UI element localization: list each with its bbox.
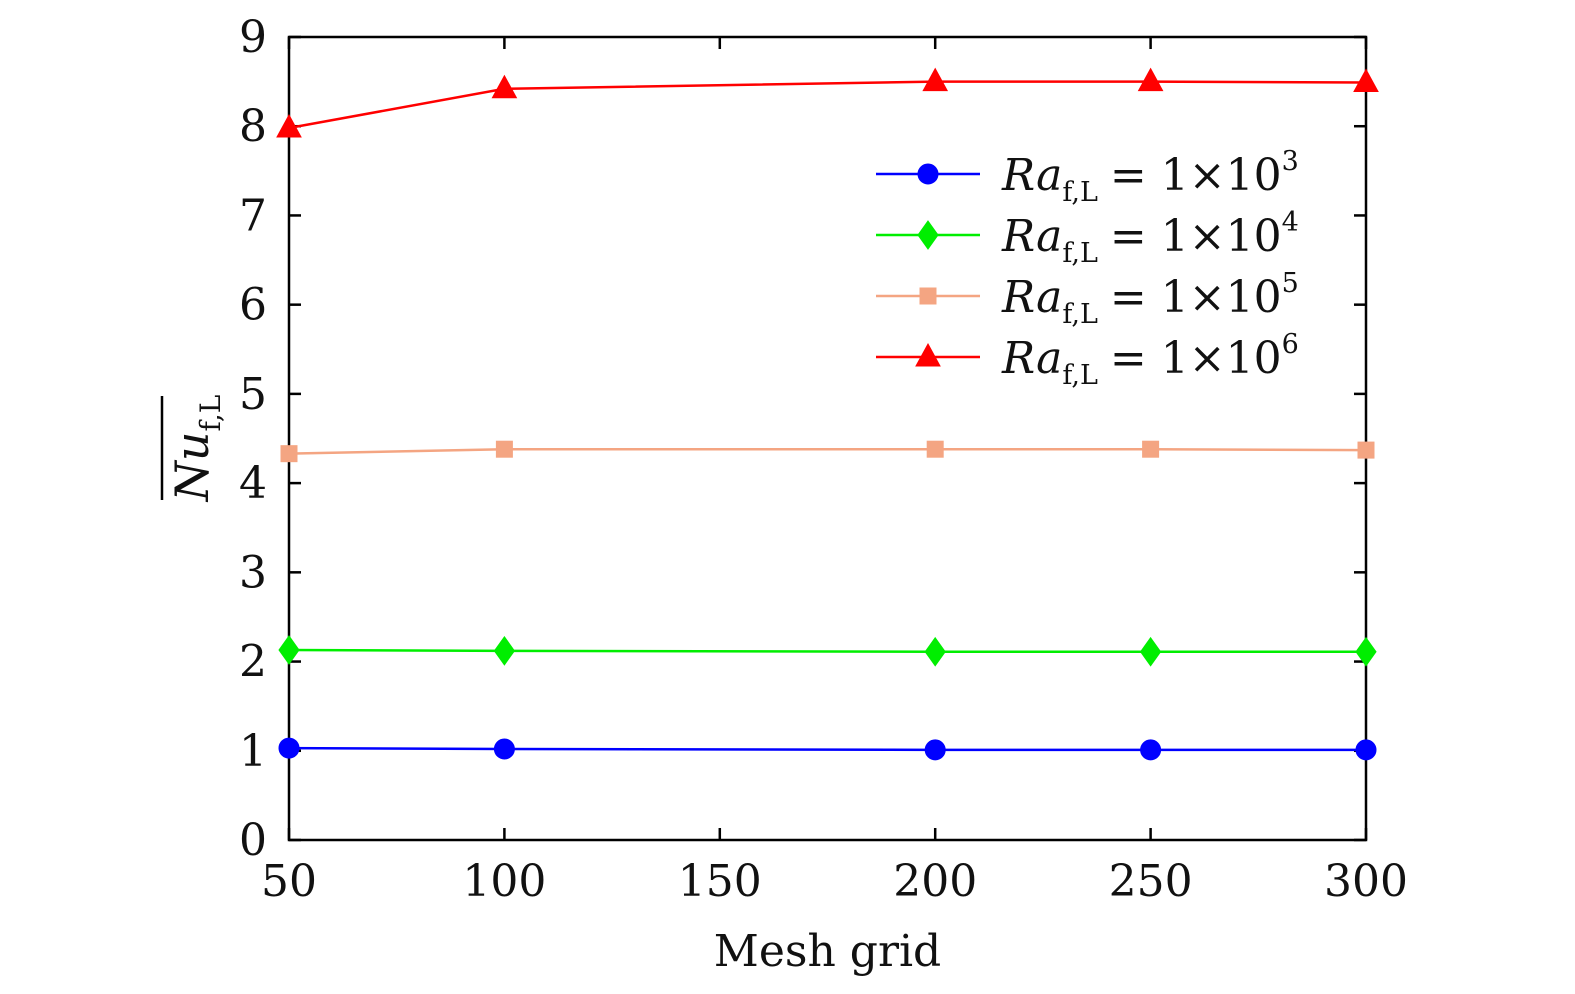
data-point-triangle [922, 67, 949, 92]
y-tick-label: 0 [239, 815, 267, 866]
y-tick-label: 6 [239, 280, 267, 331]
x-tick-label: 250 [1109, 856, 1193, 907]
y-tick-label: 9 [239, 12, 267, 63]
y-tick-label: 1 [239, 726, 267, 777]
data-point-circle [1140, 739, 1162, 761]
legend-label: Raf,L = 1×105 [1001, 268, 1299, 330]
series-1 [278, 737, 1377, 761]
data-point-circle [924, 739, 946, 761]
x-tick-label: 200 [893, 856, 977, 907]
data-point-circle [1355, 739, 1377, 761]
legend-label: Raf,L = 1×106 [1001, 329, 1299, 391]
data-point-diamond [493, 635, 516, 666]
legend-item-3: Raf,L = 1×105 [876, 268, 1299, 330]
data-point-triangle [1137, 67, 1164, 92]
y-tick-label: 5 [239, 369, 267, 420]
y-tick-label: 3 [239, 547, 267, 598]
data-point-circle [493, 738, 515, 760]
legend-item-2: Raf,L = 1×104 [876, 207, 1299, 269]
series-line [288, 648, 1366, 653]
x-tick-label: 300 [1324, 856, 1408, 907]
data-point-diamond [1355, 636, 1377, 667]
series-4 [276, 67, 1379, 138]
series-line [288, 447, 1367, 455]
data-point-square [1142, 440, 1160, 458]
x-tick-label: 150 [678, 856, 762, 907]
x-axis-label: Mesh grid [714, 926, 941, 977]
series-2 [278, 635, 1377, 667]
legend-label: Raf,L = 1×104 [1001, 207, 1299, 269]
data-point-diamond [924, 636, 946, 667]
x-tick-label: 100 [462, 856, 546, 907]
data-point-circle [278, 737, 300, 759]
y-axis-label: Nuf,L [160, 395, 227, 503]
data-point-diamond [1139, 636, 1162, 667]
x-tick-label: 50 [261, 856, 317, 907]
axes: 0 1 2 3 4 5 6 7 8 9 50 100 150 200 250 300 [239, 12, 1408, 907]
legend-marker-triangle [915, 342, 941, 367]
series-layer [276, 67, 1379, 761]
data-point-diamond [278, 635, 300, 665]
y-tick-label: 2 [239, 637, 267, 688]
y-axis-label-text: Nuf,L [165, 395, 227, 503]
data-point-square [495, 440, 513, 458]
data-point-square [926, 440, 944, 458]
y-tick-label: 8 [239, 101, 267, 152]
y-tick-label: 7 [239, 190, 267, 241]
data-point-triangle [491, 74, 518, 99]
plot-area-frame [287, 35, 1368, 842]
legend-item-1: Raf,L = 1×103 [876, 146, 1299, 208]
y-tick-label: 4 [239, 458, 267, 509]
legend-marker-circle [917, 163, 939, 185]
legend-marker-square [919, 287, 937, 305]
legend-label: Raf,L = 1×103 [1001, 146, 1299, 208]
data-point-triangle [1353, 68, 1379, 93]
series-line [288, 80, 1367, 130]
data-point-triangle [276, 113, 302, 138]
legend-marker-diamond [917, 220, 939, 250]
legend-item-4: Raf,L = 1×106 [876, 329, 1299, 391]
data-point-square [280, 445, 298, 463]
series-3 [280, 440, 1375, 463]
series-line [288, 746, 1366, 752]
data-point-square [1357, 441, 1375, 459]
